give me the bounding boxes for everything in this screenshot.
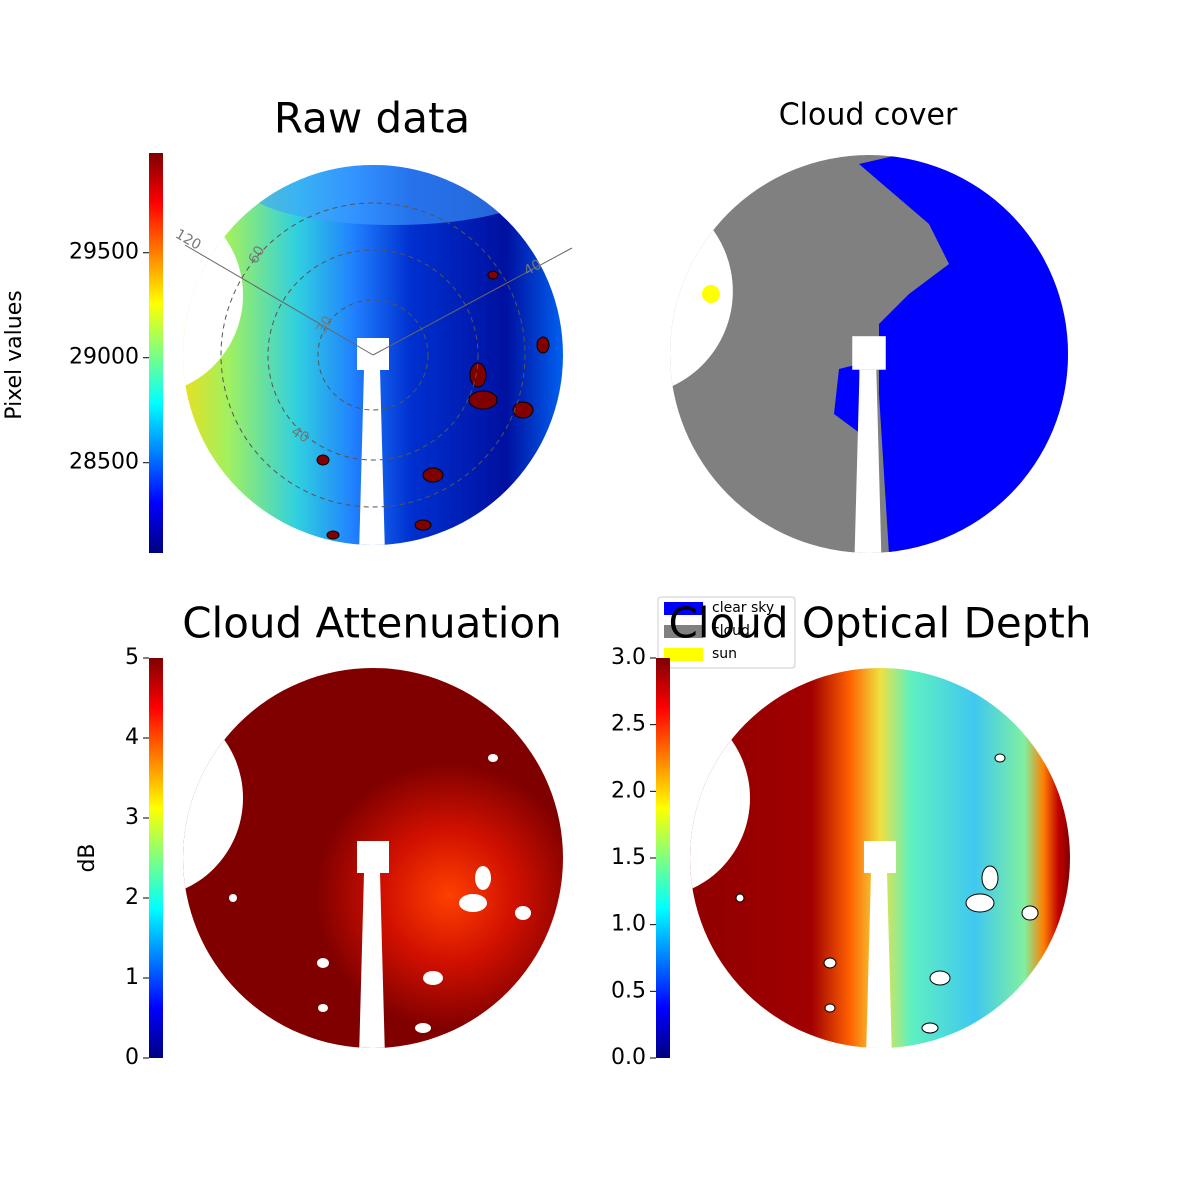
mask-mast [359,873,385,1048]
legend-label: clear sky [712,600,774,616]
image-blob [965,893,995,913]
mask-mast [357,841,389,873]
image-blob [229,894,237,902]
image-blob [929,970,951,986]
clear-sky-region [859,155,1068,553]
image-blob [487,270,499,280]
colorbar-tick-label: 5 [125,645,139,670]
legend-label: cloud [712,623,750,639]
image-blob [1021,905,1039,921]
legend-swatch [664,625,703,638]
image-blob [921,1022,939,1034]
images [183,155,1070,1048]
image-blob [227,500,239,510]
mask-notch [183,698,243,898]
panel-title: Raw data [274,94,470,143]
clear-sky-region [834,364,861,434]
annotation: 40 [521,257,544,280]
sky-image [670,155,1068,553]
image-blob [981,865,999,891]
image-blob [469,362,487,388]
mask-mast [864,841,896,873]
colorbar-tick-label: 3 [125,805,139,830]
colorbar-tick-label: 2 [125,885,139,910]
colorbar-tick-label: 0 [125,1045,139,1070]
colorbar-tick-label: 1.5 [611,845,646,870]
image-blob [512,401,534,419]
annotation: 30 [314,313,337,336]
colorbar-tick-label: 0.5 [611,978,646,1003]
image-blob [326,530,340,540]
image-blob [317,958,329,968]
legend-label: sun [712,646,737,662]
image-blob [468,390,498,410]
image-blob [316,454,330,466]
panel-title: Cloud cover [779,98,958,133]
image-blob [423,971,443,985]
sun-marker [702,285,720,303]
colorbar-tick-label: 4 [125,725,139,750]
colorbar-tick-label: 1.0 [611,912,646,937]
colorbar [149,658,163,1058]
colorbar [656,658,670,1058]
image-blob [488,754,498,762]
image-blob [515,906,531,920]
colorbar-tick-label: 0.0 [611,1045,646,1070]
mask-mast [357,338,389,370]
panel-title: Cloud Attenuation [182,599,562,648]
image-blob [414,519,432,531]
colorbar-tick-label: 28500 [69,450,139,475]
mask-mast [359,370,385,545]
colorbar-tick-label: 2.5 [611,712,646,737]
mask-mast [852,336,886,370]
image-region [243,165,543,225]
image-blob [459,894,487,912]
annotation: 40 [288,424,311,447]
image-blob [318,1004,328,1012]
colorbar-label: Pixel values [2,290,27,419]
sky-image [183,165,563,545]
image-blob [536,336,550,354]
colorbar-tick-label: 29000 [69,345,139,370]
annotation: 120 [172,226,203,253]
image-blob [824,1003,836,1013]
image-blob [415,1023,431,1033]
image-blob [475,866,491,890]
mask-mast [854,369,882,553]
colorbar [149,153,163,553]
panel-title: Cloud Optical Depth [669,599,1092,648]
image-blob [422,467,444,483]
legend-swatch [664,648,703,661]
annotation: 60 [246,243,269,266]
image-blob [823,957,837,969]
mask-notch [690,698,750,898]
mask-mast [866,873,892,1048]
legend-swatch [664,602,703,615]
polar-grid [184,202,573,508]
legend: clear sky cloud sun [657,596,796,669]
sky-image [183,668,563,1048]
colorbar-tick-label: 3.0 [611,645,646,670]
colorbar-tick-label: 29500 [69,240,139,265]
colorbar-tick-label: 2.0 [611,778,646,803]
image-blob [994,753,1006,763]
colorbar-label: dB [75,843,100,872]
image-blob [735,893,745,903]
colorbar-tick-label: 1 [125,965,139,990]
